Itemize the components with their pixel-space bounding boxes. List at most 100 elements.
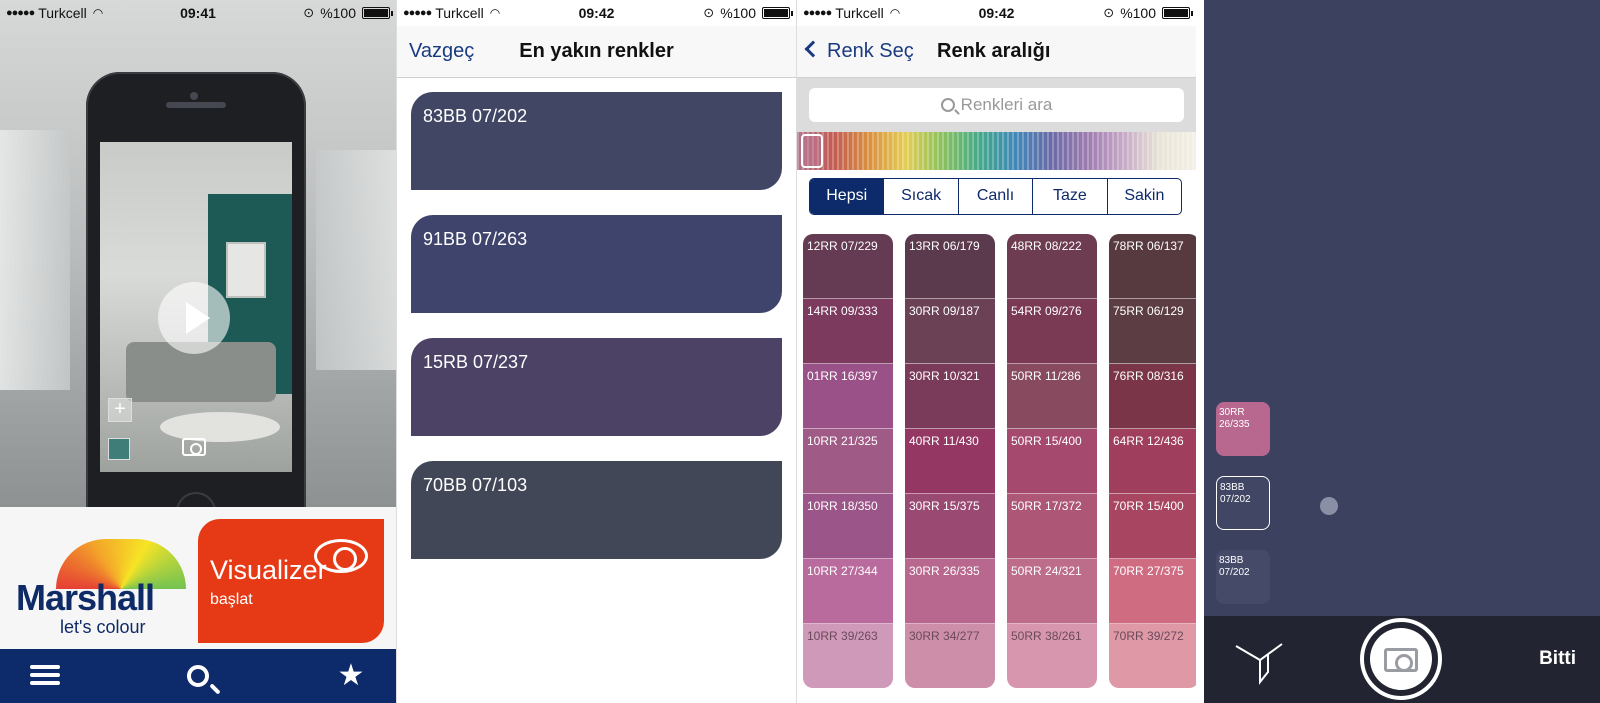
color-range-screen: ●●●●● Turkcell ◠ 09:42 ⊙ %100 Renk Seç R… <box>796 0 1196 703</box>
color-chip[interactable]: 50RR 11/286 <box>1007 364 1097 429</box>
chip-code-suffix: 26/335 <box>1219 419 1250 430</box>
wifi-icon: ◠ <box>92 6 104 20</box>
color-chip[interactable]: 30RR 09/187 <box>905 299 995 364</box>
color-chip[interactable]: 50RR 24/321 <box>1007 559 1097 624</box>
color-chip[interactable]: 75RR 06/129 <box>1109 299 1196 364</box>
done-button[interactable]: Bitti <box>1539 648 1576 669</box>
demo-video[interactable]: + <box>100 142 292 472</box>
color-chip[interactable]: 64RR 12/436 <box>1109 429 1196 494</box>
home-screen: ●●●●● Turkcell ◠ 09:41 ⊙ %100 + Marshall… <box>0 0 396 703</box>
color-spectrum-slider[interactable] <box>797 132 1196 170</box>
color-chip[interactable]: 30RR 26/335 <box>905 559 995 624</box>
signal-icon: ●●●●● <box>403 7 432 19</box>
nearest-color-list: 83BB 07/202 91BB 07/263 15RB 07/237 70BB 07… <box>411 92 782 584</box>
rug <box>160 412 280 442</box>
carrier-label: Turkcell <box>435 5 484 21</box>
color-chip[interactable]: 70RR 15/400 <box>1109 494 1196 559</box>
search-icon[interactable] <box>187 665 209 687</box>
rotation-lock-icon: ⊙ <box>703 5 715 20</box>
bottom-toolbar: Bitti <box>1204 616 1600 703</box>
chevron-left-icon <box>804 40 822 58</box>
camera-icon <box>1384 648 1418 672</box>
color-chip[interactable]: 76RR 08/316 <box>1109 364 1196 429</box>
color-chip[interactable]: 78RR 06/137 <box>1109 234 1196 299</box>
color-chip[interactable]: 54RR 09/276 <box>1007 299 1097 364</box>
nearest-color-card[interactable]: 91BB 07/263 <box>411 215 782 313</box>
wifi-icon: ◠ <box>889 6 901 20</box>
color-swatch <box>108 438 130 460</box>
rotation-lock-icon: ⊙ <box>303 5 315 20</box>
color-chip[interactable]: 10RR 21/325 <box>803 429 893 494</box>
color-chip[interactable]: 50RR 38/261 <box>1007 624 1097 688</box>
color-chip[interactable]: 50RR 15/400 <box>1007 429 1097 494</box>
nearest-color-card[interactable]: 15RB 07/237 <box>411 338 782 436</box>
prism-icon[interactable] <box>1234 636 1284 686</box>
visualizer-screen: 30RR 26/335 83BB 07/202 83BB 07/202 Bitti <box>1204 0 1600 703</box>
camera-shutter-button[interactable] <box>1360 618 1442 700</box>
star-icon[interactable]: ★ <box>337 659 365 692</box>
color-chip[interactable]: 40RR 11/430 <box>905 429 995 494</box>
status-bar: ●●●●● Turkcell ◠ 09:42 ⊙ %100 <box>397 0 796 26</box>
stacked-color-chip[interactable]: 30RR 26/335 <box>1216 402 1270 456</box>
battery-icon <box>1162 7 1193 19</box>
color-chip[interactable]: 14RR 09/333 <box>803 299 893 364</box>
filter-tab[interactable]: Sakin <box>1106 179 1181 214</box>
cancel-button[interactable]: Vazgeç <box>409 40 475 62</box>
back-button[interactable]: Renk Seç <box>804 40 914 63</box>
color-chip[interactable]: 10RR 27/344 <box>803 559 893 624</box>
color-chip[interactable]: 30RR 10/321 <box>905 364 995 429</box>
tab-bar: ★ <box>0 649 396 703</box>
signal-icon: ●●●●● <box>6 7 35 19</box>
wifi-icon: ◠ <box>489 6 501 20</box>
status-bar: ●●●●● Turkcell ◠ 09:42 ⊙ %100 <box>797 0 1196 26</box>
screen-gap <box>1196 0 1204 703</box>
shutter-inner <box>1370 628 1432 690</box>
nearest-color-card[interactable]: 83BB 07/202 <box>411 92 782 190</box>
focus-dot[interactable] <box>1320 497 1338 515</box>
filter-tab[interactable]: Taze <box>1032 179 1106 214</box>
nearest-colors-screen: ●●●●● Turkcell ◠ 09:42 ⊙ %100 Vazgeç En … <box>396 0 796 703</box>
color-chip[interactable]: 30RR 34/277 <box>905 624 995 688</box>
phone-speaker <box>166 102 226 108</box>
color-chip[interactable]: 12RR 07/229 <box>803 234 893 299</box>
color-chip[interactable]: 10RR 39/263 <box>803 624 893 688</box>
color-chip[interactable]: 70RR 27/375 <box>1109 559 1196 624</box>
filter-tab[interactable]: Canlı <box>957 179 1032 214</box>
color-chip[interactable]: 10RR 18/350 <box>803 494 893 559</box>
menu-icon[interactable] <box>30 661 60 691</box>
visualizer-title: Visualizer <box>210 555 327 585</box>
battery-icon <box>762 7 793 19</box>
play-icon[interactable] <box>158 282 230 354</box>
wall-picture <box>226 242 266 298</box>
visualizer-start-button[interactable]: Visualizer başlat <box>198 519 384 643</box>
chip-code-prefix: 83BB <box>1220 482 1245 493</box>
color-chip[interactable]: 01RR 16/397 <box>803 364 893 429</box>
plus-icon: + <box>108 398 132 422</box>
search-input[interactable]: Renkleri ara <box>809 88 1184 122</box>
color-chip[interactable]: 13RR 06/179 <box>905 234 995 299</box>
color-chip[interactable]: 50RR 17/372 <box>1007 494 1097 559</box>
color-chip[interactable]: 70RR 39/272 <box>1109 624 1196 688</box>
search-area: Renkleri ara <box>797 78 1196 132</box>
color-chip[interactable]: 30RR 15/375 <box>905 494 995 559</box>
visualizer-subtitle: başlat <box>210 591 253 608</box>
stacked-color-chip[interactable]: 83BB 07/202 <box>1216 476 1270 530</box>
color-chip-column: 12RR 07/229 14RR 09/333 01RR 16/397 10RR 21… <box>803 234 893 688</box>
filter-tab[interactable]: Hepsi <box>810 179 884 214</box>
carrier-label: Turkcell <box>835 5 884 21</box>
carrier-label: Turkcell <box>38 5 87 21</box>
filter-tab[interactable]: Sıcak <box>883 179 957 214</box>
rotation-lock-icon: ⊙ <box>1103 5 1115 20</box>
color-chip-column: 13RR 06/179 30RR 09/187 30RR 10/321 40RR 11… <box>905 234 995 688</box>
stacked-color-chip[interactable]: 83BB 07/202 <box>1216 550 1270 604</box>
spectrum-handle[interactable] <box>801 134 823 168</box>
brand-bar: Marshall let's colour Visualizer başlat <box>0 507 396 653</box>
chip-code-suffix: 07/202 <box>1219 567 1250 578</box>
eye-icon <box>314 539 368 573</box>
battery-icon <box>362 7 393 19</box>
nav-bar: Renk Seç Renk aralığı <box>797 26 1196 78</box>
color-chip[interactable]: 48RR 08/222 <box>1007 234 1097 299</box>
nearest-color-card[interactable]: 70BB 07/103 <box>411 461 782 559</box>
chip-code-suffix: 07/202 <box>1220 494 1251 505</box>
color-chip-column: 78RR 06/137 75RR 06/129 76RR 08/316 64RR 12… <box>1109 234 1196 688</box>
